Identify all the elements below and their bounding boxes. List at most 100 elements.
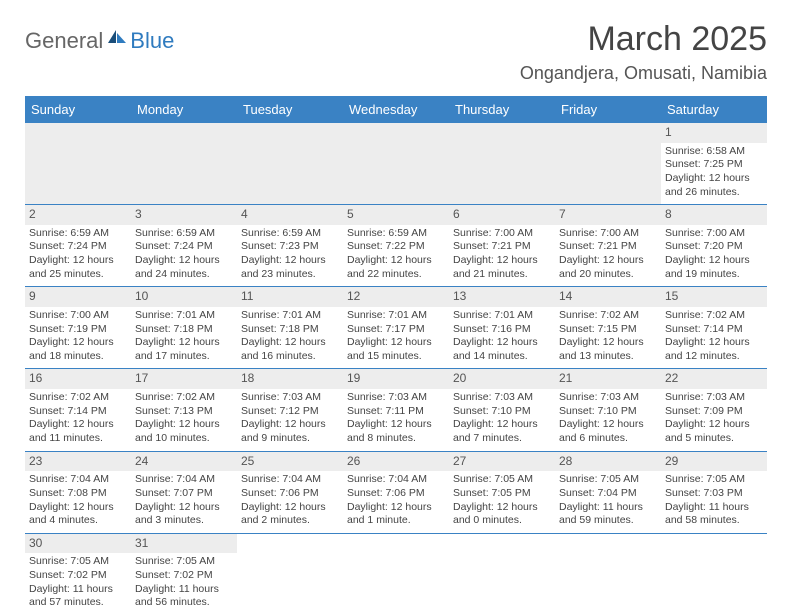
sunrise-line: Sunrise: 7:05 AM [453, 473, 551, 487]
day-number: 24 [131, 452, 237, 472]
sunrise-line: Sunrise: 7:03 AM [665, 391, 763, 405]
weekday-header: Monday [131, 96, 237, 123]
sunrise-line: Sunrise: 6:59 AM [29, 227, 127, 241]
daylight-line: Daylight: 12 hours and 0 minutes. [453, 501, 551, 528]
sunrise-line: Sunrise: 7:02 AM [559, 309, 657, 323]
day-number: 1 [661, 123, 767, 143]
sunset-line: Sunset: 7:08 PM [29, 487, 127, 501]
sunset-line: Sunset: 7:10 PM [559, 405, 657, 419]
calendar: SundayMondayTuesdayWednesdayThursdayFrid… [25, 96, 767, 615]
day-number: 7 [555, 205, 661, 225]
sunset-line: Sunset: 7:11 PM [347, 405, 445, 419]
calendar-cell [449, 534, 555, 615]
calendar-cell: 27Sunrise: 7:05 AMSunset: 7:05 PMDayligh… [449, 452, 555, 533]
calendar-cell: 12 Sunrise: 7:01 AMSunset: 7:17 PMDayligh… [343, 287, 449, 368]
daylight-line: Daylight: 12 hours and 23 minutes. [241, 254, 339, 281]
calendar-cell [555, 534, 661, 615]
sunset-line: Sunset: 7:21 PM [559, 240, 657, 254]
calendar-cell: 30Sunrise: 7:05 AMSunset: 7:02 PMDayligh… [25, 534, 131, 615]
calendar-cell: 26Sunrise: 7:04 AMSunset: 7:06 PMDayligh… [343, 452, 449, 533]
sunrise-line: Sunrise: 7:00 AM [453, 227, 551, 241]
sunset-line: Sunset: 7:22 PM [347, 240, 445, 254]
sunrise-line: Sunrise: 6:58 AM [665, 145, 763, 159]
daylight-line: Daylight: 12 hours and 13 minutes. [559, 336, 657, 363]
sunset-line: Sunset: 7:18 PM [241, 323, 339, 337]
calendar-cell: 8Sunrise: 7:00 AMSunset: 7:20 PMDaylight… [661, 205, 767, 286]
calendar-header-row: SundayMondayTuesdayWednesdayThursdayFrid… [25, 96, 767, 123]
sunrise-line: Sunrise: 7:01 AM [347, 309, 445, 323]
sunset-line: Sunset: 7:18 PM [135, 323, 233, 337]
sunset-line: Sunset: 7:04 PM [559, 487, 657, 501]
daylight-line: Daylight: 12 hours and 9 minutes. [241, 418, 339, 445]
sunset-line: Sunset: 7:25 PM [665, 158, 763, 172]
daylight-line: Daylight: 12 hours and 15 minutes. [347, 336, 445, 363]
calendar-cell [237, 534, 343, 615]
calendar-cell [555, 123, 661, 204]
daylight-line: Daylight: 12 hours and 19 minutes. [665, 254, 763, 281]
sunset-line: Sunset: 7:07 PM [135, 487, 233, 501]
sunset-line: Sunset: 7:20 PM [665, 240, 763, 254]
sunset-line: Sunset: 7:09 PM [665, 405, 763, 419]
calendar-cell: 29Sunrise: 7:05 AMSunset: 7:03 PMDayligh… [661, 452, 767, 533]
calendar-row: 2Sunrise: 6:59 AMSunset: 7:24 PMDaylight… [25, 205, 767, 287]
day-number: 25 [237, 452, 343, 472]
sunset-line: Sunset: 7:02 PM [29, 569, 127, 583]
weekday-header: Thursday [449, 96, 555, 123]
weekday-header: Wednesday [343, 96, 449, 123]
calendar-cell: 23Sunrise: 7:04 AMSunset: 7:08 PMDayligh… [25, 452, 131, 533]
sunrise-line: Sunrise: 6:59 AM [135, 227, 233, 241]
calendar-row: 23Sunrise: 7:04 AMSunset: 7:08 PMDayligh… [25, 452, 767, 534]
day-number: 26 [343, 452, 449, 472]
calendar-cell: 4Sunrise: 6:59 AMSunset: 7:23 PMDaylight… [237, 205, 343, 286]
calendar-cell: 28Sunrise: 7:05 AMSunset: 7:04 PMDayligh… [555, 452, 661, 533]
logo-text-general: General [25, 28, 103, 54]
daylight-line: Daylight: 11 hours and 57 minutes. [29, 583, 127, 610]
sunset-line: Sunset: 7:24 PM [135, 240, 233, 254]
daylight-line: Daylight: 12 hours and 11 minutes. [29, 418, 127, 445]
logo: General Blue [25, 20, 174, 54]
calendar-cell [343, 123, 449, 204]
day-number: 2 [25, 205, 131, 225]
title-block: March 2025 Ongandjera, Omusati, Namibia [520, 20, 767, 84]
day-number: 30 [25, 534, 131, 554]
calendar-cell [343, 534, 449, 615]
daylight-line: Daylight: 12 hours and 3 minutes. [135, 501, 233, 528]
daylight-line: Daylight: 12 hours and 5 minutes. [665, 418, 763, 445]
calendar-cell: 22 Sunrise: 7:03 AMSunset: 7:09 PMDayligh… [661, 369, 767, 450]
calendar-cell: 16Sunrise: 7:02 AMSunset: 7:14 PMDayligh… [25, 369, 131, 450]
day-number: 12 [343, 287, 449, 307]
daylight-line: Daylight: 11 hours and 56 minutes. [135, 583, 233, 610]
calendar-body: 1 Sunrise: 6:58 AMSunset: 7:25 PM Daylight… [25, 123, 767, 615]
daylight-line: Daylight: 12 hours and 12 minutes. [665, 336, 763, 363]
daylight-line: Daylight: 12 hours and 18 minutes. [29, 336, 127, 363]
calendar-cell: 9 Sunrise: 7:00 AMSunset: 7:19 PMDaylight… [25, 287, 131, 368]
sunset-line: Sunset: 7:12 PM [241, 405, 339, 419]
sunrise-line: Sunrise: 6:59 AM [241, 227, 339, 241]
sunset-line: Sunset: 7:17 PM [347, 323, 445, 337]
day-number: 9 [25, 287, 131, 307]
daylight-line: Daylight: 12 hours and 7 minutes. [453, 418, 551, 445]
sunrise-line: Sunrise: 7:02 AM [135, 391, 233, 405]
day-number: 10 [131, 287, 237, 307]
calendar-cell: 13Sunrise: 7:01 AMSunset: 7:16 PMDayligh… [449, 287, 555, 368]
sunrise-line: Sunrise: 7:04 AM [29, 473, 127, 487]
sunrise-line: Sunrise: 7:00 AM [665, 227, 763, 241]
weekday-header: Saturday [661, 96, 767, 123]
calendar-cell [449, 123, 555, 204]
daylight-line: Daylight: 12 hours and 22 minutes. [347, 254, 445, 281]
sunset-line: Sunset: 7:23 PM [241, 240, 339, 254]
calendar-cell: 25Sunrise: 7:04 AMSunset: 7:06 PMDayligh… [237, 452, 343, 533]
sunrise-line: Sunrise: 7:00 AM [29, 309, 127, 323]
day-number: 22 [661, 369, 767, 389]
sunset-line: Sunset: 7:24 PM [29, 240, 127, 254]
daylight-line: Daylight: 12 hours and 1 minute. [347, 501, 445, 528]
calendar-row: 30Sunrise: 7:05 AMSunset: 7:02 PMDayligh… [25, 534, 767, 615]
sunset-line: Sunset: 7:03 PM [665, 487, 763, 501]
daylight-line: Daylight: 12 hours and 24 minutes. [135, 254, 233, 281]
calendar-cell [131, 123, 237, 204]
calendar-cell: 17Sunrise: 7:02 AMSunset: 7:13 PMDayligh… [131, 369, 237, 450]
sunset-line: Sunset: 7:15 PM [559, 323, 657, 337]
sunrise-line: Sunrise: 7:03 AM [241, 391, 339, 405]
sunset-line: Sunset: 7:19 PM [29, 323, 127, 337]
sunrise-line: Sunrise: 7:02 AM [665, 309, 763, 323]
